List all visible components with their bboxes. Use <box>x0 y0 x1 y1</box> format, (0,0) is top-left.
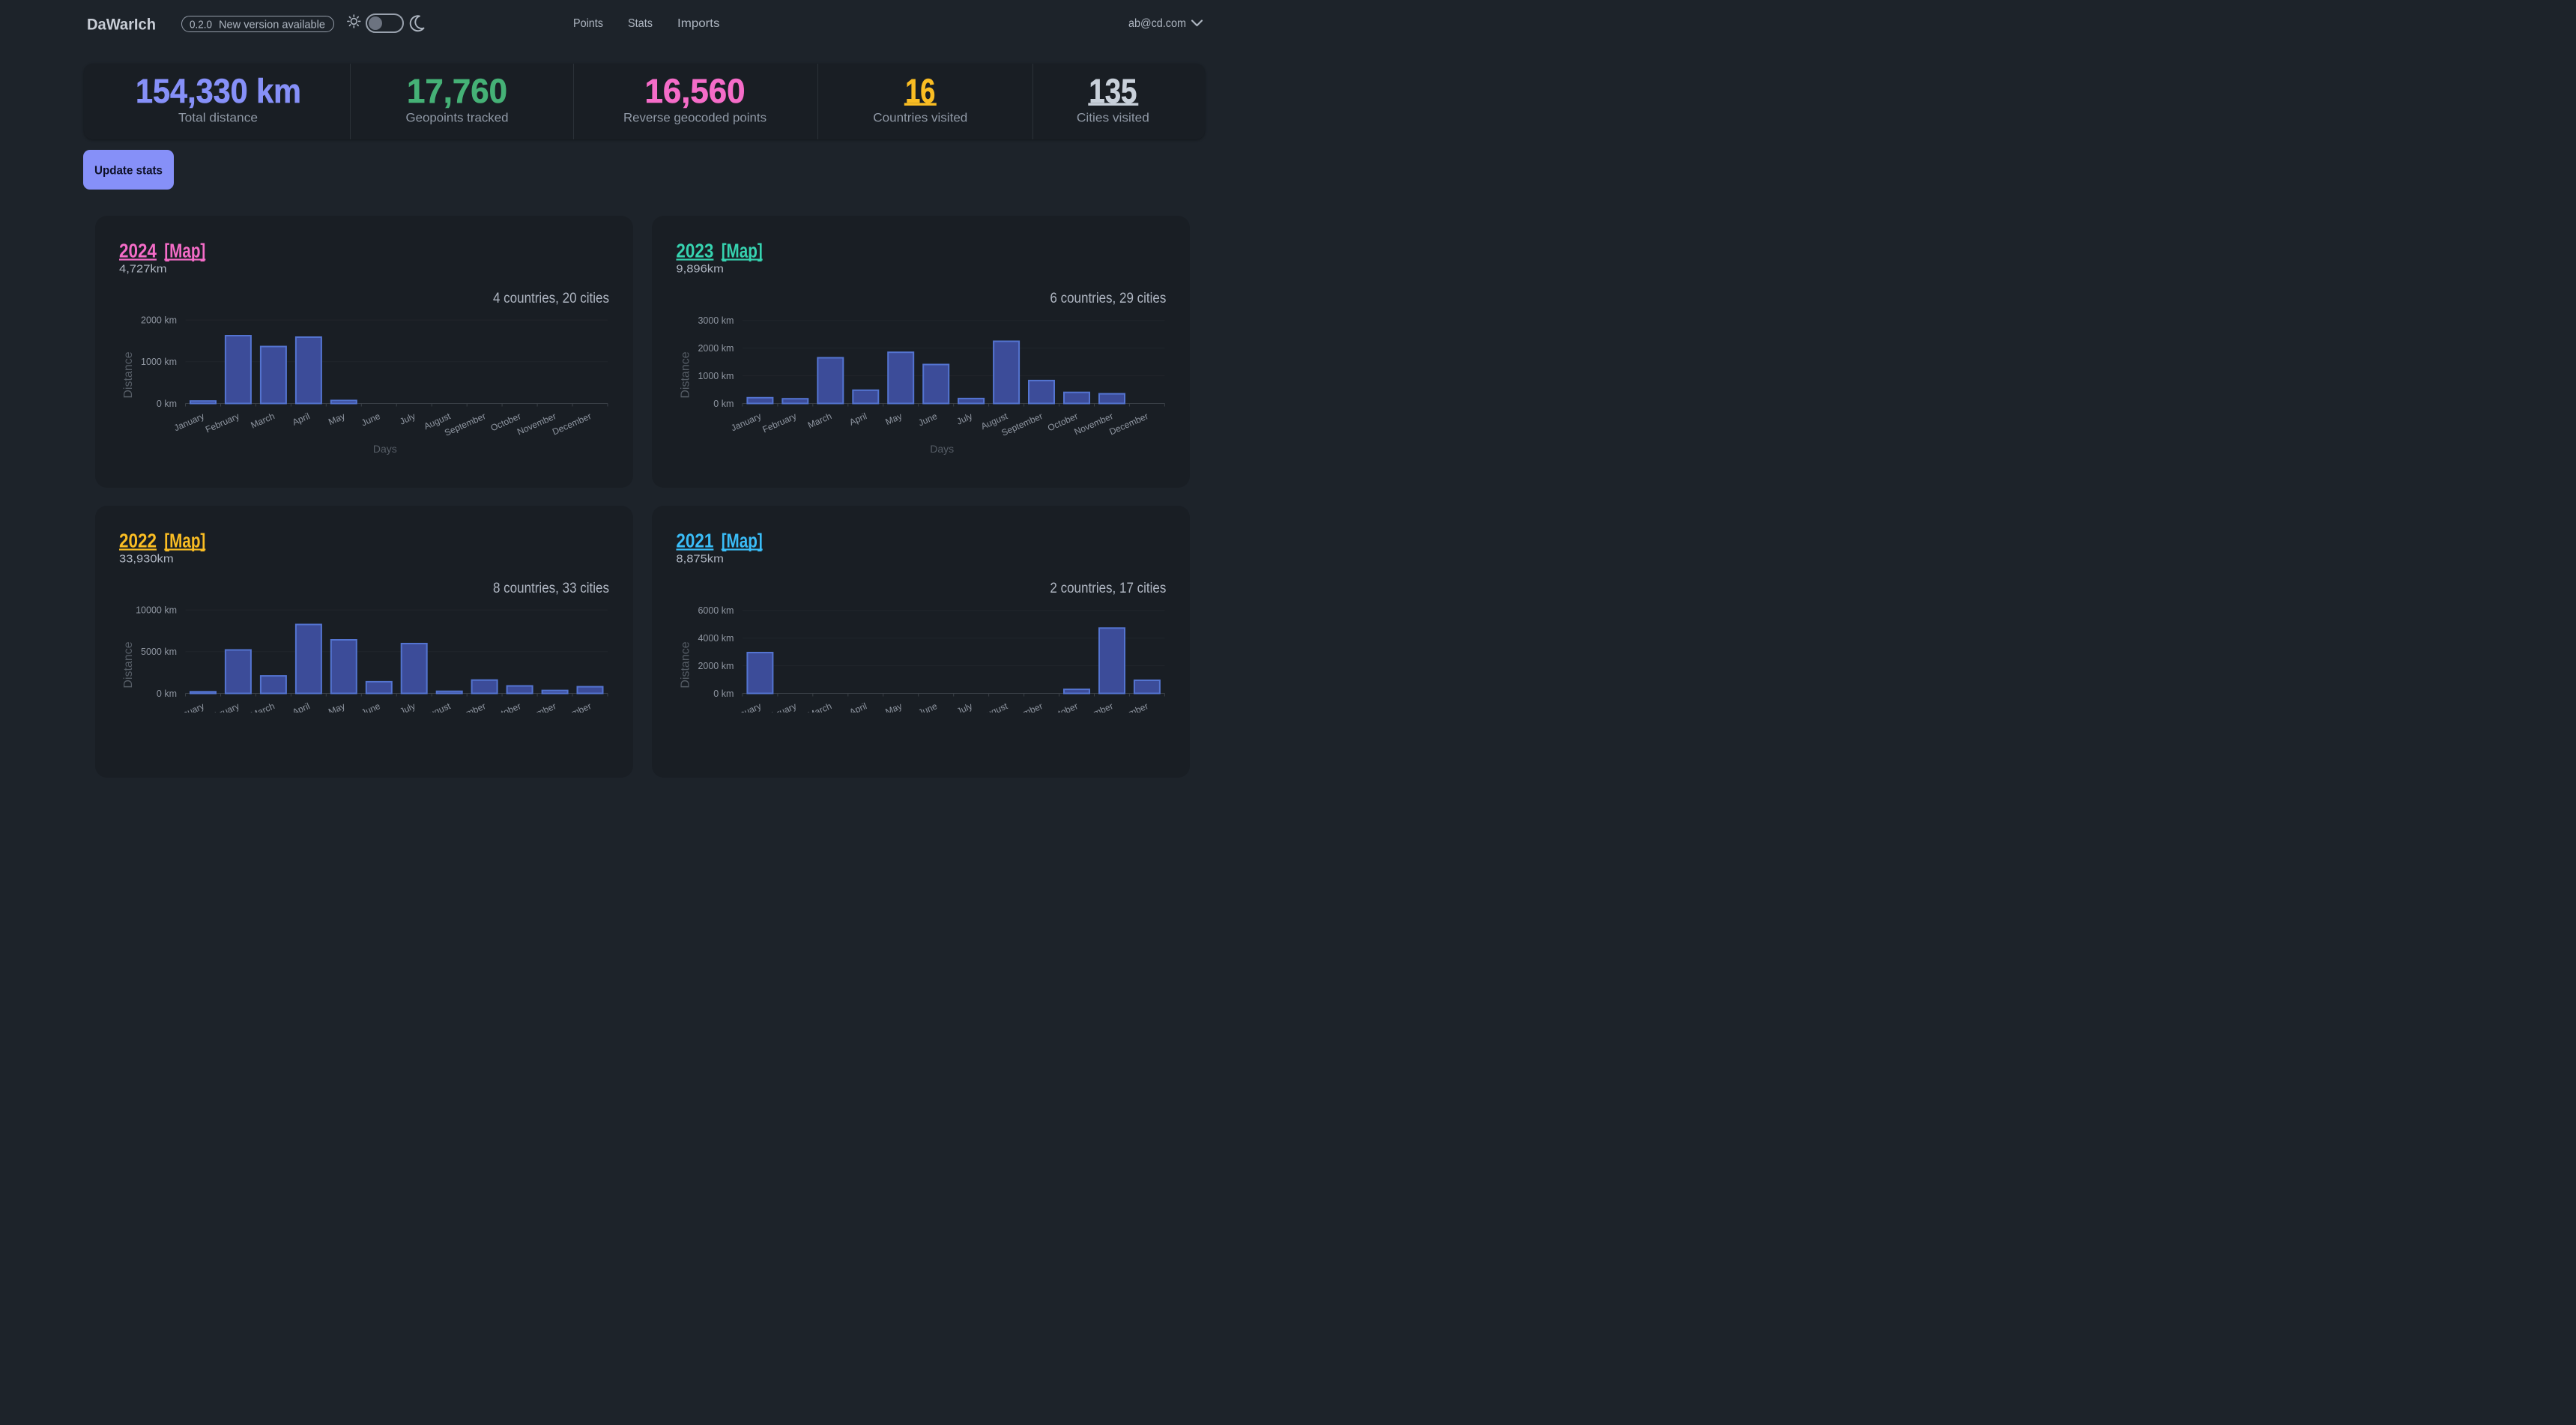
svg-text:154,330 km: 154,330 km <box>136 72 301 110</box>
svg-text:8,875km: 8,875km <box>676 554 724 566</box>
svg-text:December: December <box>551 411 593 437</box>
svg-text:6 countries, 29 cities: 6 countries, 29 cities <box>1050 290 1166 306</box>
svg-text:4000 km: 4000 km <box>698 633 734 644</box>
svg-text:Distance: Distance <box>122 641 135 688</box>
svg-text:July: July <box>398 701 417 712</box>
svg-text:0 km: 0 km <box>713 399 734 409</box>
svg-text:DaWarIch: DaWarIch <box>87 16 156 33</box>
svg-text:February: February <box>204 701 241 712</box>
svg-text:January: January <box>172 701 206 712</box>
svg-text:4 countries, 20 cities: 4 countries, 20 cities <box>493 290 609 306</box>
svg-text:May: May <box>327 701 346 712</box>
svg-text:2022: 2022 <box>119 531 157 552</box>
svg-text:January: January <box>172 411 206 433</box>
svg-text:New version available: New version available <box>219 19 325 31</box>
svg-text:March: March <box>249 411 276 430</box>
svg-text:2024: 2024 <box>119 241 157 262</box>
svg-text:ab@cd.com: ab@cd.com <box>1128 17 1186 30</box>
svg-text:6000 km: 6000 km <box>698 605 734 616</box>
svg-text:June: June <box>360 411 382 429</box>
svg-text:0 km: 0 km <box>713 689 734 699</box>
svg-text:10000 km: 10000 km <box>136 605 177 616</box>
svg-text:Cities visited: Cities visited <box>1077 110 1149 124</box>
svg-text:Reverse geocoded points: Reverse geocoded points <box>623 110 767 124</box>
svg-text:[Map]: [Map] <box>164 531 205 552</box>
svg-text:2000 km: 2000 km <box>698 343 734 354</box>
svg-text:May: May <box>327 411 346 427</box>
svg-text:2000 km: 2000 km <box>141 315 177 326</box>
svg-text:33,930km: 33,930km <box>119 554 174 566</box>
svg-text:January: January <box>729 701 763 712</box>
svg-text:Countries visited: Countries visited <box>873 110 967 124</box>
svg-text:1000 km: 1000 km <box>698 371 734 381</box>
svg-text:February: February <box>204 411 241 435</box>
svg-text:Distance: Distance <box>679 641 692 688</box>
svg-text:June: June <box>916 411 939 429</box>
svg-text:November: November <box>515 701 557 712</box>
svg-text:April: April <box>291 411 312 428</box>
svg-text:February: February <box>761 701 798 712</box>
svg-text:February: February <box>761 411 798 435</box>
svg-text:October: October <box>1046 701 1080 712</box>
svg-text:2 countries, 17 cities: 2 countries, 17 cities <box>1050 580 1166 596</box>
svg-text:July: July <box>955 411 974 426</box>
svg-text:Update stats: Update stats <box>94 164 163 177</box>
svg-text:4,727km: 4,727km <box>119 264 167 276</box>
svg-text:[Map]: [Map] <box>722 241 763 262</box>
svg-text:April: April <box>847 411 868 428</box>
svg-text:2021: 2021 <box>676 531 713 552</box>
svg-text:5000 km: 5000 km <box>141 647 177 657</box>
svg-text:December: December <box>1107 411 1149 437</box>
svg-text:March: March <box>249 701 276 712</box>
svg-text:August: August <box>979 701 1009 712</box>
svg-text:[Map]: [Map] <box>164 241 205 262</box>
svg-text:9,896km: 9,896km <box>676 264 724 276</box>
svg-text:Points: Points <box>573 17 603 30</box>
svg-text:October: October <box>489 701 523 712</box>
svg-text:0.2.0: 0.2.0 <box>190 19 212 31</box>
svg-text:June: June <box>916 701 939 712</box>
svg-text:July: July <box>955 701 974 712</box>
svg-text:2023: 2023 <box>676 241 713 262</box>
svg-text:Imports: Imports <box>677 17 720 30</box>
svg-text:June: June <box>360 701 382 712</box>
svg-text:Geopoints tracked: Geopoints tracked <box>406 110 509 124</box>
svg-text:2000 km: 2000 km <box>698 661 734 671</box>
svg-text:March: March <box>806 411 833 430</box>
svg-text:Distance: Distance <box>122 351 135 398</box>
svg-text:Distance: Distance <box>679 351 692 398</box>
svg-text:August: August <box>423 701 453 712</box>
svg-text:3000 km: 3000 km <box>698 315 734 326</box>
svg-text:16,560: 16,560 <box>645 72 746 110</box>
svg-text:0 km: 0 km <box>157 399 177 409</box>
svg-text:[Map]: [Map] <box>722 531 763 552</box>
svg-text:8 countries, 33 cities: 8 countries, 33 cities <box>493 580 609 596</box>
svg-text:December: December <box>1107 701 1149 712</box>
svg-text:April: April <box>847 701 868 712</box>
svg-text:April: April <box>291 701 312 712</box>
svg-text:May: May <box>884 411 904 427</box>
svg-text:May: May <box>884 701 904 712</box>
svg-text:January: January <box>729 411 763 433</box>
svg-text:March: March <box>806 701 833 712</box>
svg-text:November: November <box>1072 411 1114 437</box>
svg-text:November: November <box>515 411 557 437</box>
svg-text:Total distance: Total distance <box>178 110 258 124</box>
svg-text:1000 km: 1000 km <box>141 357 177 367</box>
svg-text:17,760: 17,760 <box>407 72 507 110</box>
svg-text:Stats: Stats <box>628 17 653 30</box>
svg-text:0 km: 0 km <box>157 689 177 699</box>
svg-text:July: July <box>398 411 417 426</box>
svg-text:Days: Days <box>930 443 954 455</box>
svg-text:November: November <box>1072 701 1114 712</box>
svg-text:Days: Days <box>373 443 397 455</box>
svg-text:December: December <box>551 701 593 712</box>
